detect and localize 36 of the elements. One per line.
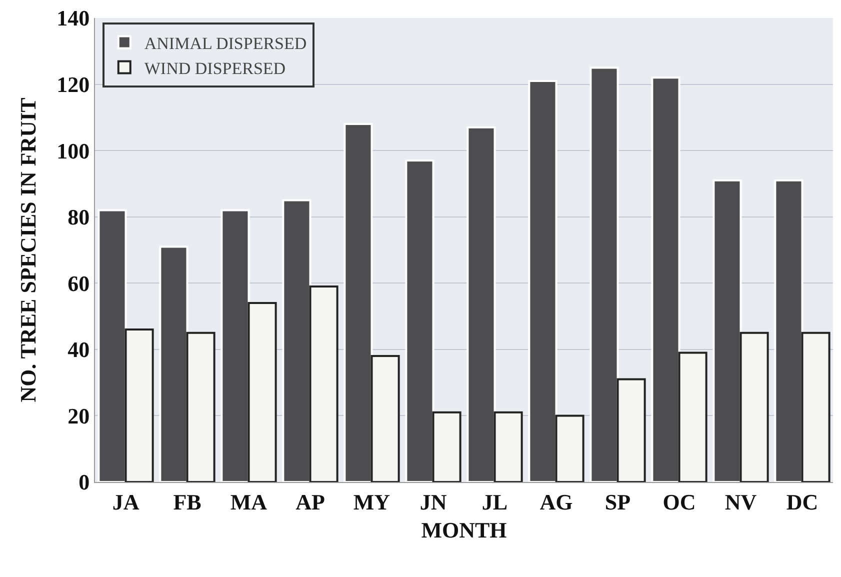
y-tick-label: 40 bbox=[68, 337, 90, 362]
bar bbox=[590, 66, 619, 482]
x-tick-label: MY bbox=[353, 489, 390, 514]
y-tick-label: 20 bbox=[68, 403, 90, 428]
x-tick-label: SP bbox=[604, 489, 631, 514]
bar bbox=[466, 126, 496, 482]
bar bbox=[159, 246, 188, 482]
x-tick-label: OC bbox=[662, 489, 696, 514]
y-tick-label: 80 bbox=[68, 204, 90, 230]
bar bbox=[282, 199, 312, 482]
bar bbox=[344, 123, 373, 482]
legend-label: WIND DISPERSED bbox=[144, 58, 286, 78]
y-tick-label: 140 bbox=[56, 6, 90, 31]
bar bbox=[220, 209, 250, 482]
y-tick-label: 120 bbox=[56, 72, 90, 97]
legend-label: ANIMAL DISPERSED bbox=[144, 34, 307, 53]
y-tick-label: 0 bbox=[78, 470, 90, 495]
x-tick-label: JN bbox=[420, 489, 447, 514]
x-tick-label: JA bbox=[112, 489, 140, 514]
bar bbox=[712, 179, 742, 482]
x-tick-label: MA bbox=[230, 489, 268, 514]
bar bbox=[528, 80, 558, 482]
bar bbox=[651, 76, 680, 482]
x-tick-label: DC bbox=[786, 489, 818, 514]
bar bbox=[98, 209, 127, 482]
x-tick-label: NV bbox=[724, 489, 757, 514]
y-tick-label: 60 bbox=[68, 270, 90, 296]
y-tick-label: 100 bbox=[56, 138, 90, 164]
x-tick-label: AG bbox=[540, 489, 573, 514]
y-axis-title: NO. TREE SPECIES IN FRUIT bbox=[15, 97, 40, 402]
x-tick-label: FB bbox=[173, 489, 202, 514]
bar bbox=[405, 160, 434, 482]
x-tick-label: JL bbox=[482, 489, 508, 514]
bar bbox=[774, 179, 804, 482]
x-tick-label: AP bbox=[296, 489, 325, 514]
x-axis-title: MONTH bbox=[421, 517, 507, 542]
